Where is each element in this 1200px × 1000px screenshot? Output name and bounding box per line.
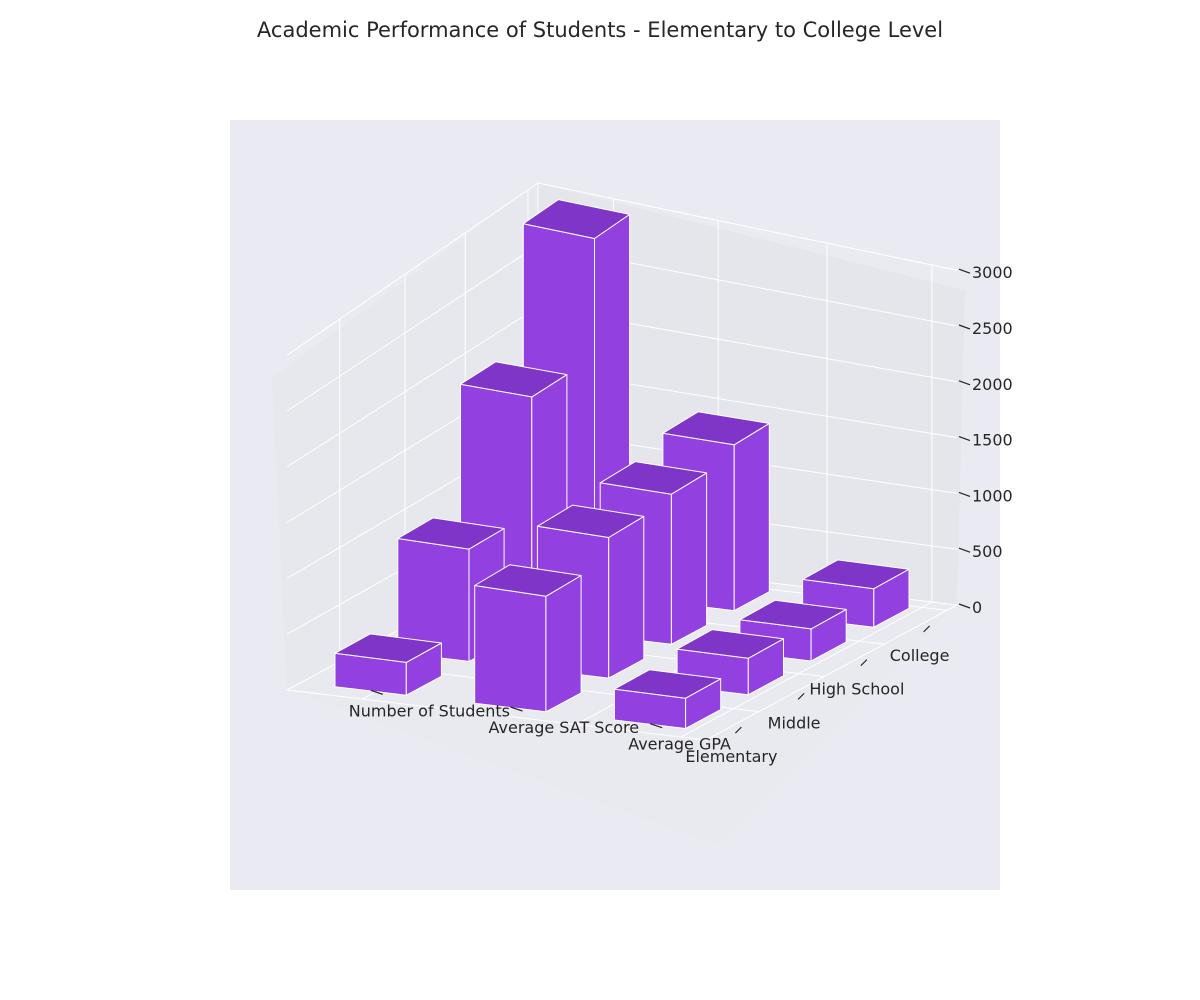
series-label: Average SAT Score [489, 718, 640, 737]
z-tick [958, 268, 971, 274]
pane-edge [705, 604, 958, 741]
category-tick [734, 726, 742, 734]
bar-top [739, 599, 847, 630]
bar-top [613, 669, 722, 699]
z-tick-label: 1000 [972, 486, 1013, 505]
series-tick [370, 689, 384, 695]
category-tick [923, 625, 931, 633]
bar-top [802, 559, 910, 590]
bar-top [676, 629, 784, 659]
bar-top [662, 411, 770, 446]
category-label: Middle [768, 713, 821, 732]
z-tick [958, 380, 971, 386]
chart-title: Academic Performance of Students - Eleme… [257, 18, 943, 42]
bar-face [733, 422, 770, 612]
bar-top [599, 461, 708, 495]
z-tick-label: 0 [972, 598, 982, 617]
grid-line [286, 182, 539, 356]
bar-elementary-average-gpa [613, 669, 722, 729]
bar-top [474, 564, 582, 597]
series-label: Average GPA [628, 735, 731, 754]
bar-elementary-average-sat-score [474, 564, 582, 713]
bar-face [608, 515, 645, 679]
category-tick [797, 692, 805, 700]
bar-top [522, 199, 631, 239]
pane-edge [286, 689, 707, 741]
bar-face [474, 585, 547, 713]
z-tick-label: 2500 [972, 319, 1013, 338]
z-tick [958, 436, 971, 442]
grid-line [286, 244, 539, 412]
bars-layer [334, 199, 910, 729]
series-label: Number of Students [349, 701, 510, 720]
category-label: College [890, 646, 950, 665]
z-tick-label: 500 [972, 542, 1003, 561]
z-tick [958, 547, 971, 553]
bar-top [460, 361, 568, 398]
z-tick [958, 491, 971, 497]
ticks-layer: Elementary Middle High School College Averag… [349, 263, 1013, 766]
category-tick [860, 659, 868, 667]
series-tick [649, 723, 663, 729]
z-tick-label: 3000 [972, 263, 1013, 282]
z-tick [958, 324, 971, 330]
category-label: Elementary [685, 747, 777, 766]
z-tick [958, 603, 971, 609]
category-label: High School [809, 680, 904, 699]
series-tick [510, 706, 523, 712]
bar-top [536, 504, 645, 538]
grid-line [680, 601, 933, 738]
grid-line [286, 306, 539, 468]
grid-line [537, 182, 958, 271]
z-tick-label: 2000 [972, 375, 1013, 394]
bar-face [545, 575, 582, 713]
bar-top [397, 517, 505, 550]
bar-college-average-gpa [802, 559, 910, 628]
bar-top [334, 633, 442, 663]
bar-face [670, 472, 708, 645]
bar-elementary-number-of-students [334, 633, 442, 696]
z-tick-label: 1500 [972, 431, 1013, 450]
